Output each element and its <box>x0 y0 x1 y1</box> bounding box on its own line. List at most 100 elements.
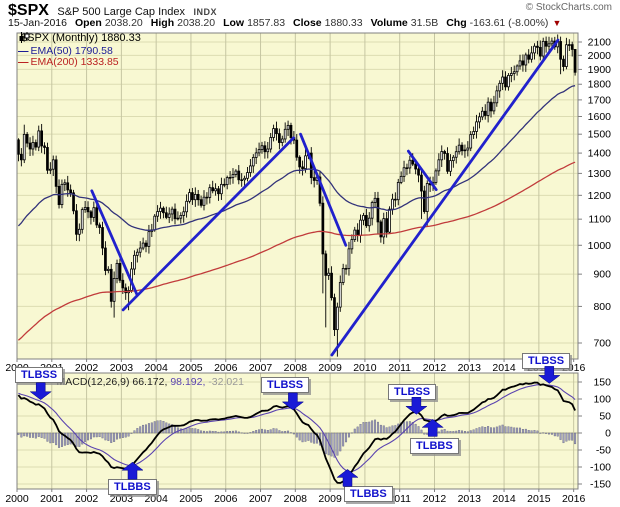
macd-axis-label: 150 <box>593 377 611 389</box>
trendline <box>406 149 438 192</box>
quote-value-low: 1857.83 <box>247 17 286 29</box>
quote-value-high: 2038.20 <box>177 17 216 29</box>
price-legend: $SPX (Monthly) 1880.33 <box>18 32 141 44</box>
signal-label-tlbbs: TLBBS <box>410 438 459 454</box>
x-axis-label: 2002 <box>75 362 99 374</box>
quote-label-chg: Chg <box>446 17 467 29</box>
x-axis-label: 2003 <box>110 362 134 374</box>
macd-line <box>17 381 576 484</box>
x-axis-label: 2006 <box>214 362 238 374</box>
symbol: $SPX <box>8 2 49 19</box>
y-axis-label: 1600 <box>588 111 612 123</box>
macd-value: 66.172, <box>132 376 168 388</box>
stockcharts-credit: © StockCharts.com <box>525 2 612 13</box>
x-axis-label: 2004 <box>144 362 168 374</box>
x-axis-label: 2007 <box>249 362 273 374</box>
x-axis-label: 2010 <box>353 362 377 374</box>
macd-axis-label: 50 <box>599 411 611 423</box>
ema200-line <box>17 161 576 341</box>
exchange-tag: INDX <box>193 7 217 17</box>
change-down-triangle-icon: ▼ <box>552 18 562 28</box>
y-axis-label: 1000 <box>588 240 612 252</box>
signal-label-tlbss: TLBSS <box>15 367 64 383</box>
y-axis-label: 1100 <box>588 214 611 226</box>
y-axis-label: 1700 <box>588 94 612 106</box>
quote-label-volume: Volume <box>370 17 408 29</box>
x-axis-label: 2007 <box>249 493 273 505</box>
y-axis-label: 700 <box>593 337 611 349</box>
x-axis-label: 2005 <box>179 493 203 505</box>
x-axis-label: 2016 <box>562 493 586 505</box>
quote-label-low: Low <box>223 17 245 29</box>
trendlines <box>90 38 560 357</box>
x-axis-label: 2012 <box>423 493 447 505</box>
ema200-legend-label: EMA(200) 1333.85 <box>30 56 119 68</box>
x-axis-label: 2001 <box>40 493 64 505</box>
macd-legend-label: MACD(12,26,9) <box>56 376 130 388</box>
x-axis-label: 2005 <box>179 362 203 374</box>
macd-legend: —MACD(12,26,9) 66.172, 98.192, -32.021 <box>44 376 244 388</box>
macd-axis-label: -150 <box>590 479 611 491</box>
macd-axis-label: 100 <box>593 394 611 406</box>
quote-value-volume: 31.5B <box>410 17 439 29</box>
y-axis-label: 1800 <box>588 79 612 91</box>
symbol-name: S&P 500 Large Cap Index <box>57 6 185 18</box>
quote-label-high: High <box>150 17 175 29</box>
signal-label-tlbbs: TLBBS <box>344 486 393 502</box>
trendline <box>121 136 295 312</box>
macd-axis-label: -100 <box>590 462 611 474</box>
ema50-legend-label: EMA(50) 1790.58 <box>30 45 113 57</box>
ema200-legend: — EMA(200) 1333.85 <box>18 56 119 68</box>
ema200-line-swatch: — <box>18 56 29 68</box>
quote-label-close: Close <box>293 17 322 29</box>
signal-label-tlbss: TLBSS <box>522 353 571 369</box>
trendline <box>330 38 560 357</box>
signal-label-tlbss: TLBSS <box>261 377 310 393</box>
x-axis-label: 2008 <box>284 493 308 505</box>
x-axis-label: 2002 <box>75 493 99 505</box>
quote-fields: Open 2038.20 High 2038.20 Low 1857.83 Close 188… <box>67 17 548 29</box>
signal-label-tlbss: TLBSS <box>388 384 437 400</box>
x-axis-label: 2014 <box>492 493 516 505</box>
quote-value-open: 2038.20 <box>104 17 143 29</box>
price-legend-label: $SPX (Monthly) 1880.33 <box>21 32 141 44</box>
x-axis-label: 2013 <box>458 362 482 374</box>
y-axis-label: 1400 <box>588 148 612 160</box>
macd-axis-label: -50 <box>596 445 611 457</box>
ema50-legend: — EMA(50) 1790.58 <box>18 45 113 57</box>
quote-date: 15-Jan-2016 <box>8 17 67 29</box>
header-line-1: © StockCharts.com $SPX S&P 500 Large Cap… <box>8 2 612 20</box>
macd-signal-value: 98.192, <box>170 376 206 388</box>
x-axis-label: 2009 <box>318 493 342 505</box>
x-axis-label: 2011 <box>388 362 411 374</box>
candles <box>17 34 577 357</box>
x-axis-label: 2014 <box>492 362 516 374</box>
trendline <box>90 189 139 297</box>
header-quote-line: 15-Jan-2016 Open 2038.20 High 2038.20 Low 1857… <box>8 17 612 29</box>
quote-value-chg: -163.61 (-8.00%) <box>469 17 549 29</box>
x-axis-label: 2011 <box>388 493 411 505</box>
signal-label-tlbbs: TLBBS <box>108 479 157 495</box>
x-axis-label: 2008 <box>284 362 308 374</box>
quote-label-open: Open <box>74 17 102 29</box>
x-axis-label: 2015 <box>527 493 551 505</box>
trendline <box>299 132 348 247</box>
ema50-line-swatch: — <box>18 45 29 57</box>
macd-histogram-value: -32.021 <box>208 376 244 388</box>
x-axis-label: 2013 <box>458 493 482 505</box>
x-axis-label: 2004 <box>144 493 168 505</box>
macd-axis-label: 0 <box>605 428 611 440</box>
y-axis-label: 1900 <box>588 64 612 76</box>
y-axis-label: 2000 <box>588 50 612 62</box>
y-axis-label: 800 <box>593 301 611 313</box>
y-axis-label: 1500 <box>588 129 612 141</box>
ema50-line <box>17 85 576 231</box>
y-axis-label: 1200 <box>588 190 612 202</box>
x-axis-label: 2006 <box>214 493 238 505</box>
x-axis-label: 2000 <box>5 493 29 505</box>
y-axis-label: 1300 <box>588 168 612 180</box>
x-axis-label: 2009 <box>318 362 342 374</box>
y-axis-label: 900 <box>593 269 611 281</box>
